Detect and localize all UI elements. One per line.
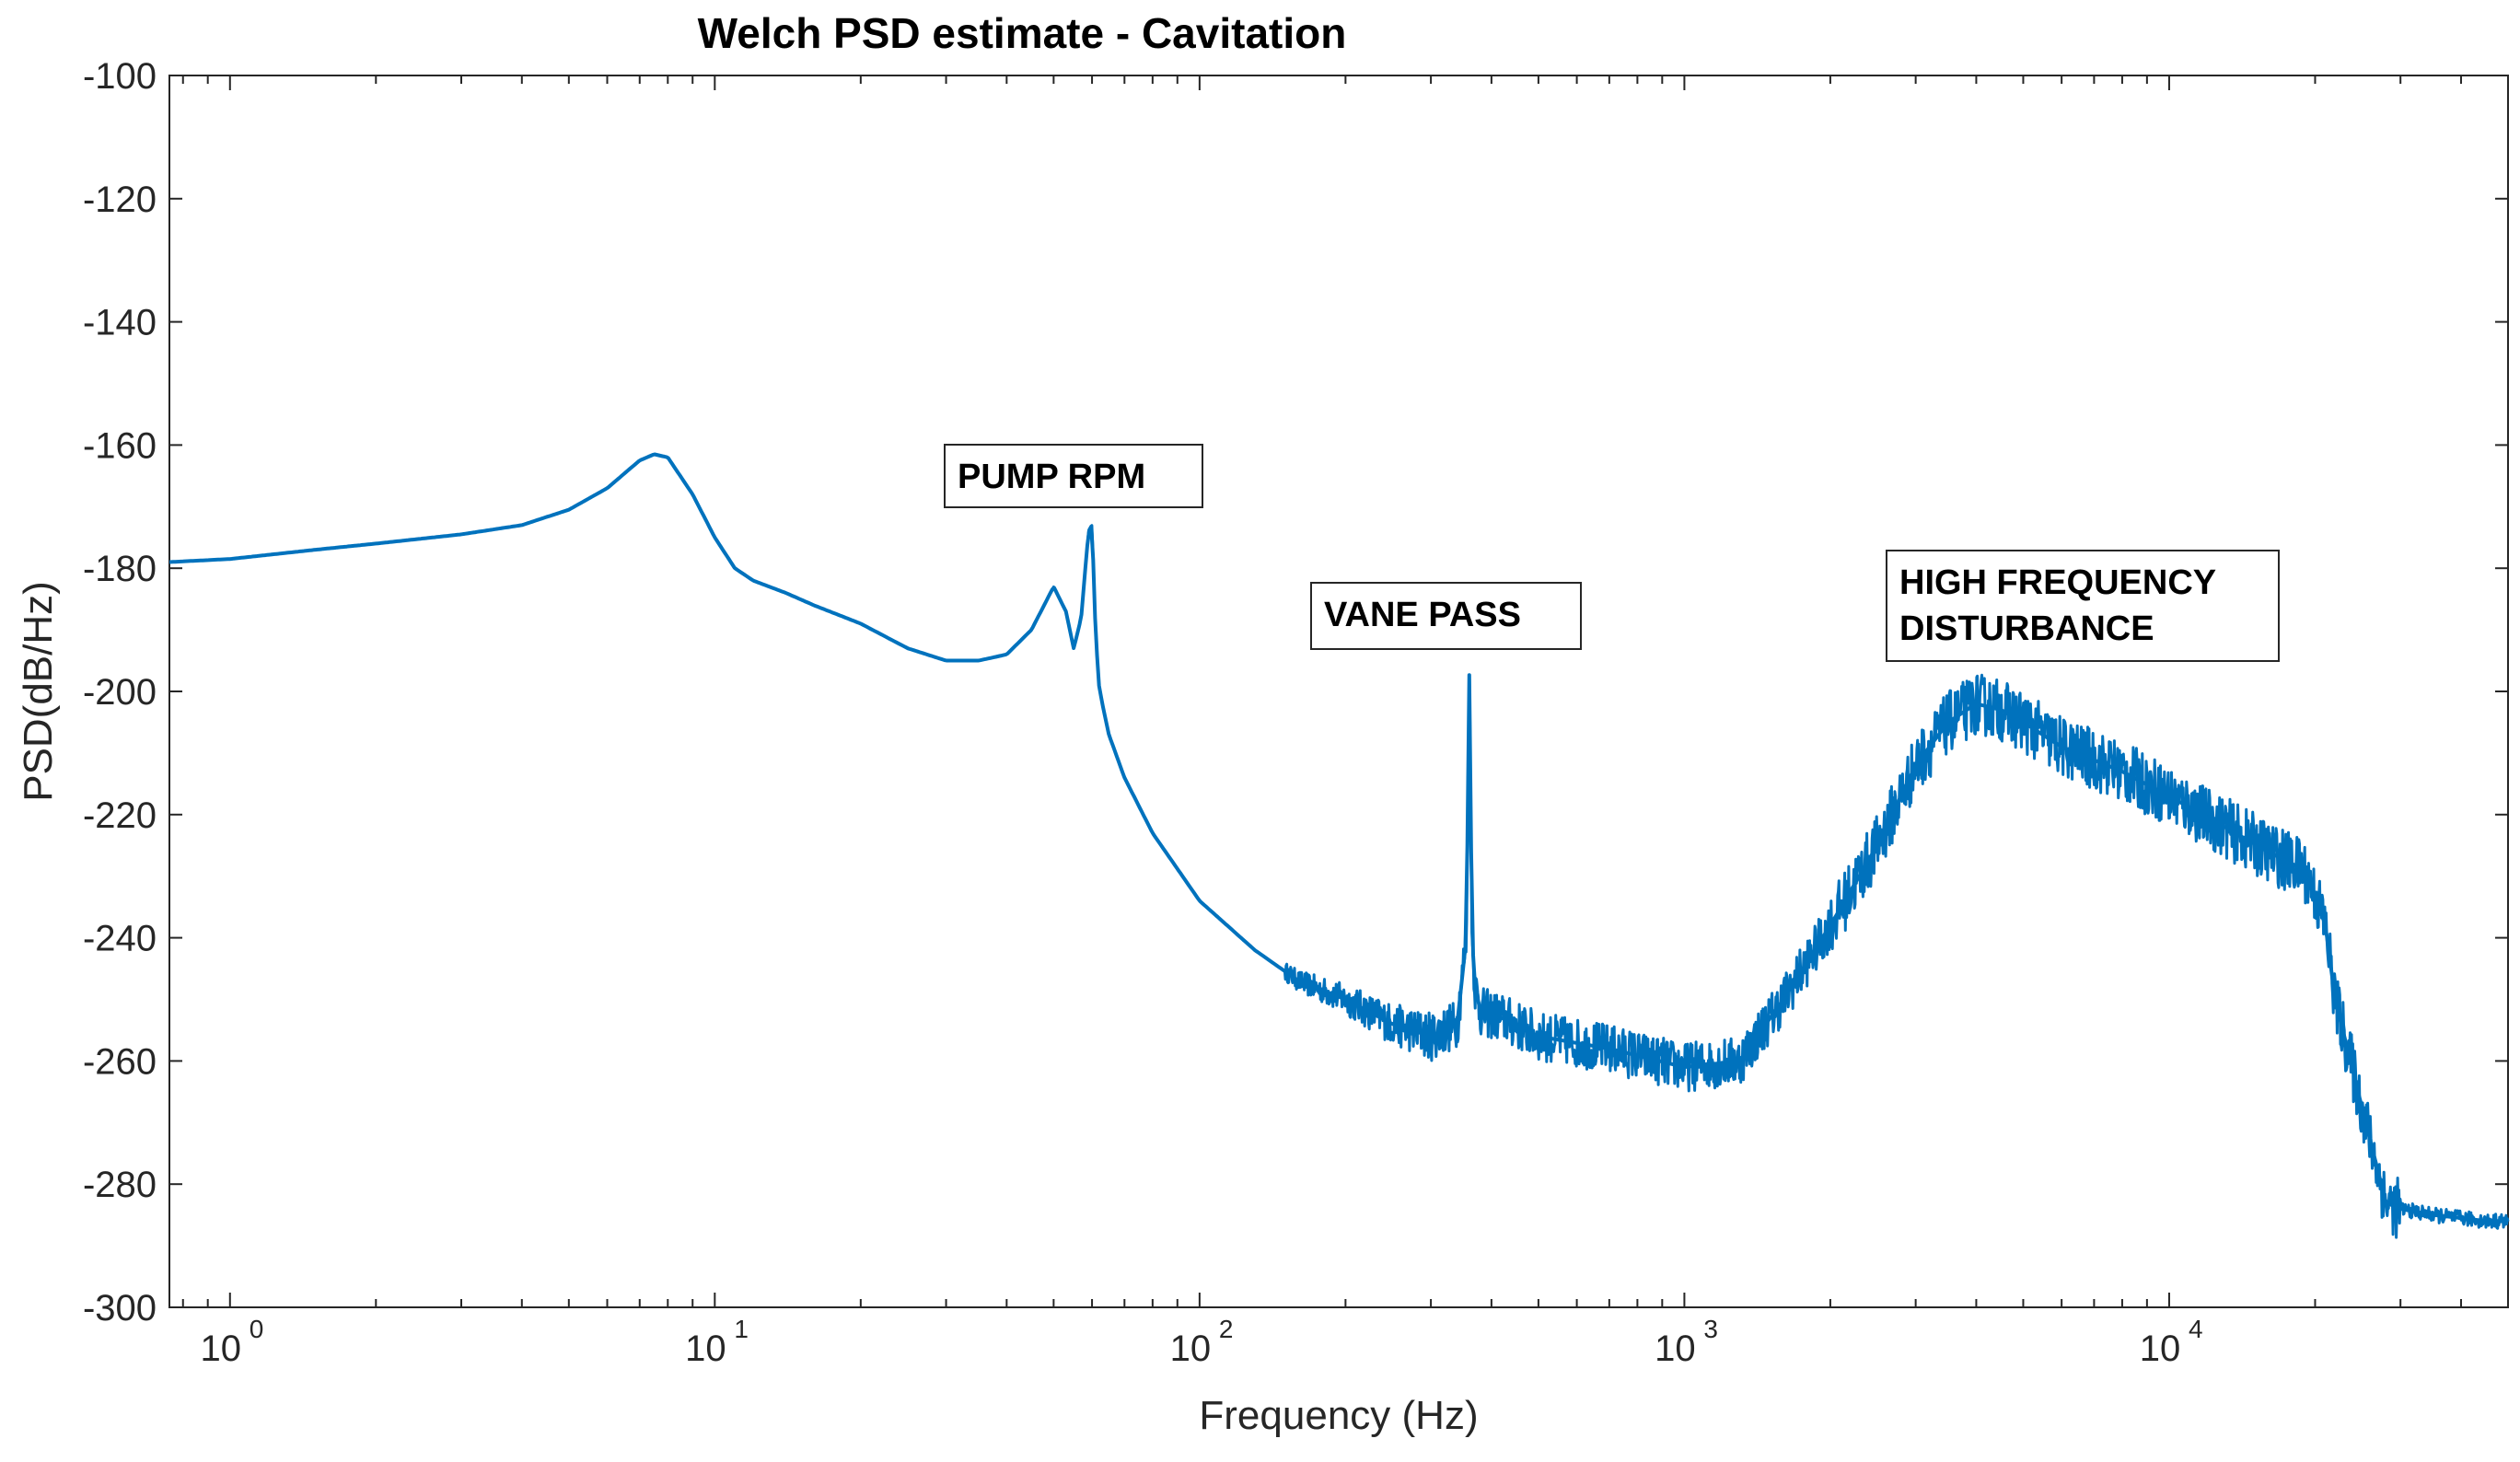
annotations: PUMP RPM VANE PASS HIGH FREQUENCY DISTURBAN… [944, 444, 2280, 662]
y-tick-label: -140 [83, 303, 157, 343]
x-tick-label: 10 [1170, 1329, 1212, 1369]
y-tick-label: -180 [83, 549, 157, 589]
y-tick-label: -220 [83, 795, 157, 836]
x-ticks: 10 0 10 1 10 2 10 3 10 4 [181, 75, 2509, 1369]
annotation-box: VANE PASS [1310, 582, 1582, 650]
x-tick-label: 10 [2140, 1329, 2181, 1369]
psd-line [168, 452, 2508, 1224]
x-tick-exponent: 4 [2189, 1315, 2203, 1343]
annotation-frame [944, 444, 1203, 508]
y-ticks: -100 -120 -140 -160 -180 -200 -220 -240 -260 -280… [83, 56, 2508, 1329]
y-tick-label: -160 [83, 425, 157, 466]
x-tick-exponent: 0 [250, 1315, 264, 1343]
y-axis-label: PSD(dB/Hz) [16, 581, 61, 802]
annotation-frame [1886, 550, 2280, 662]
annotation-text: HIGH FREQUENCY [1899, 563, 2216, 602]
y-tick-label: -200 [83, 672, 157, 713]
x-tick-exponent: 1 [734, 1315, 749, 1343]
annotation-box: HIGH FREQUENCY DISTURBANCE [1886, 550, 2280, 662]
annotation-text: DISTURBANCE [1899, 609, 2154, 648]
x-tick-label: 10 [201, 1329, 242, 1369]
x-tick-label: 10 [1655, 1329, 1696, 1369]
chart-title: Welch PSD estimate - Cavitation [698, 9, 1347, 57]
annotation-frame [1310, 582, 1582, 650]
y-tick-label: -240 [83, 919, 157, 959]
x-tick-exponent: 2 [1219, 1315, 1234, 1343]
y-tick-label: -260 [83, 1041, 157, 1082]
annotation-text: PUMP RPM [958, 458, 1145, 496]
annotation-box: PUMP RPM [944, 444, 1203, 508]
x-tick-exponent: 3 [1703, 1315, 1718, 1343]
y-tick-label: -300 [83, 1288, 157, 1329]
plot-area [168, 75, 2509, 1308]
y-tick-label: -100 [83, 56, 157, 97]
y-tick-label: -280 [83, 1165, 157, 1205]
annotation-text: VANE PASS [1324, 596, 1521, 634]
x-axis-label: Frequency (Hz) [1199, 1393, 1478, 1438]
data-series [168, 452, 2510, 1239]
x-tick-label: 10 [685, 1329, 726, 1369]
y-tick-label: -120 [83, 180, 157, 220]
